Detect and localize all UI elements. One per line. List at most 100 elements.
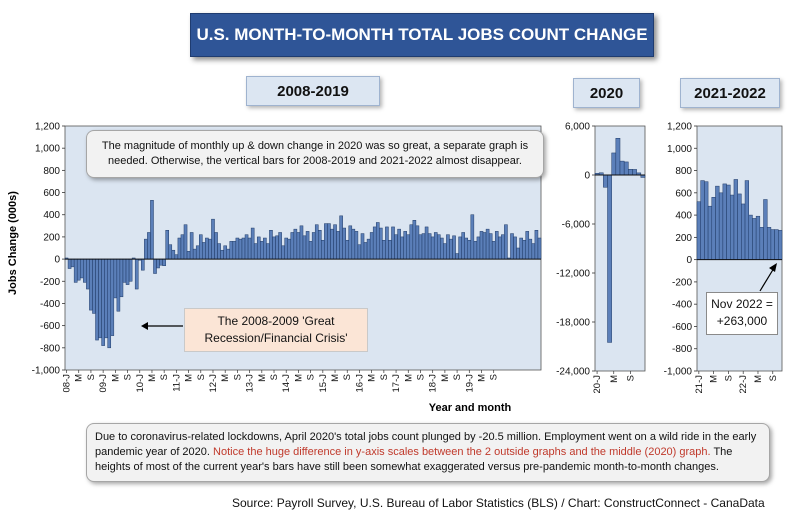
y-tick-label: 800 [675,166,692,177]
x-tick-label: S [342,374,353,380]
bar [531,243,536,260]
bar [464,237,469,260]
x-tick-label: M [609,375,620,383]
bar [385,226,389,260]
x-tick-label: 10-J [135,374,146,393]
bar [134,258,139,290]
x-tick-label: M [257,374,268,382]
panel-title-2020: 2020 [573,78,640,108]
bar [741,203,746,260]
bar [476,236,481,260]
bar [510,233,514,260]
bar [110,258,115,336]
bar [141,258,145,271]
bar [696,201,701,260]
y-tick-label: -18,000 [556,318,590,329]
bar [165,230,169,260]
x-tick-label: M [74,374,85,382]
y-tick-label: 0 [584,171,590,182]
bar [700,180,705,260]
bar [153,258,157,274]
bar [293,228,298,260]
y-tick-label: 1,000 [35,144,60,155]
x-tick-label: 13-J [245,374,256,393]
bar [537,237,542,260]
x-tick-label: 12-J [208,374,219,393]
x-tick-label: S [625,375,636,381]
bar [412,220,417,260]
bar [272,236,276,260]
bar [183,224,188,260]
bar [513,236,517,260]
bar [755,215,761,260]
y-tick-label: -1,000 [664,367,693,378]
callout-nov-line2: +263,000 [716,314,768,328]
x-axis-label: Year and month [428,402,512,414]
bar [260,241,264,260]
bar [321,239,325,260]
bar [415,225,420,260]
bar [180,234,185,260]
note-lockdowns-text-red: Notice the huge difference in y-axis sca… [213,446,711,458]
bar [348,225,353,260]
bar [615,138,621,176]
y-tick-label: 400 [675,211,692,222]
bar [357,244,362,260]
bar [766,227,772,260]
bar [501,234,505,260]
bar [342,227,346,260]
bar [284,237,288,260]
bar [223,245,227,260]
x-tick-label: S [379,374,390,380]
x-tick-label: M [110,374,121,382]
bar [360,233,365,260]
bar [473,241,478,260]
bar [704,181,709,260]
bar [730,194,735,260]
bar [455,253,459,260]
bar [379,227,383,260]
bar [748,214,753,260]
bar [195,245,200,260]
bar [491,241,496,260]
bar [192,248,197,260]
y-tick-label: -6,000 [562,220,591,231]
bar [263,237,267,260]
bar [116,258,121,312]
bar [388,239,392,260]
y-tick-label: 1,200 [667,122,692,133]
bar [275,235,279,260]
bar [528,238,533,260]
bar [281,245,285,260]
x-tick-label: S [306,374,317,380]
x-tick-label: 21-J [694,375,705,394]
bar [232,241,237,260]
note-lockdowns-text-3: The heights of most of the current year'… [95,446,733,473]
bar [128,258,133,282]
bar [424,226,429,260]
bar [217,243,221,260]
bar [744,180,749,260]
bar [382,239,386,260]
x-tick-label: S [489,374,500,380]
bar [244,234,249,260]
y-tick-label: -12,000 [556,269,590,280]
y-tick-label: -800 [40,343,60,354]
bar [266,243,270,260]
y-axis-label: Jobs Change (000s) [7,191,19,295]
bar [318,230,322,260]
bar [92,258,96,314]
bar [177,237,182,260]
x-tick-label: 22-J [738,375,749,394]
bar [770,229,775,260]
bar [162,258,166,266]
y-tick-label: -600 [672,322,692,333]
bar [119,258,124,298]
y-tick-label: 1,000 [667,144,692,155]
bar [327,223,331,260]
bar [449,238,453,260]
bar [256,236,261,260]
bar [394,234,398,260]
y-tick-label: 0 [686,255,692,266]
